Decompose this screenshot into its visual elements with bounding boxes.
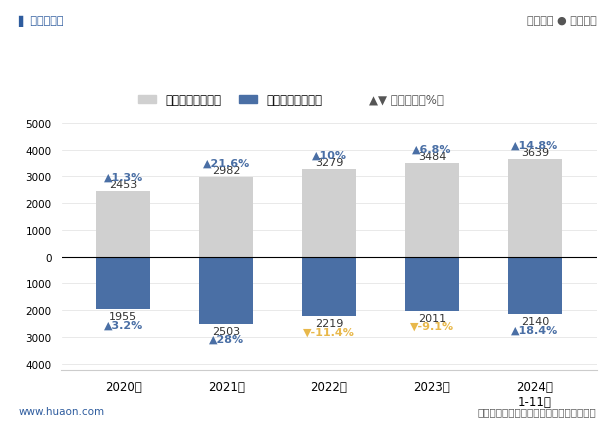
Text: ▲14.8%: ▲14.8% [511, 141, 558, 150]
Text: 1955: 1955 [109, 311, 137, 322]
Text: 数据来源：中国海关，华经产业研究院整理: 数据来源：中国海关，华经产业研究院整理 [478, 406, 597, 416]
Bar [508, 160, 562, 257]
Text: 2453: 2453 [109, 179, 137, 190]
Bar [508, 257, 562, 314]
Bar [405, 164, 459, 257]
Text: 2982: 2982 [212, 165, 240, 176]
Bar [199, 178, 253, 257]
Bar [96, 257, 150, 309]
Text: ▲1.3%: ▲1.3% [103, 172, 143, 182]
Bar [302, 170, 356, 257]
Text: ▲6.8%: ▲6.8% [412, 145, 451, 155]
Text: ▼-9.1%: ▼-9.1% [410, 321, 454, 331]
Text: 2503: 2503 [212, 326, 240, 336]
Text: www.huaon.com: www.huaon.com [18, 406, 105, 416]
Bar [199, 257, 253, 324]
Text: 2140: 2140 [521, 317, 549, 326]
Text: ▲▼ 同比增长（%）: ▲▼ 同比增长（%） [370, 94, 445, 106]
Text: 2020-2024年11月深圳市商品收发货人所在地进、出口额: 2020-2024年11月深圳市商品收发货人所在地进、出口额 [139, 55, 476, 73]
Bar [96, 192, 150, 257]
Legend: 出口额（亿美元）, 进口额（亿美元）: 出口额（亿美元）, 进口额（亿美元） [133, 89, 327, 111]
Text: ▌ 华经情报网: ▌ 华经情报网 [18, 16, 64, 27]
Text: ▼-11.4%: ▼-11.4% [303, 326, 355, 337]
Text: 3484: 3484 [418, 152, 446, 162]
Text: 2011: 2011 [418, 313, 446, 323]
Text: ▲10%: ▲10% [312, 150, 346, 160]
Text: ▲18.4%: ▲18.4% [511, 325, 558, 334]
Text: 3279: 3279 [315, 157, 343, 167]
Text: ▲3.2%: ▲3.2% [103, 320, 143, 329]
Text: ▲28%: ▲28% [208, 334, 244, 344]
Bar [405, 257, 459, 311]
Text: 3639: 3639 [521, 148, 549, 158]
Text: 专业严谨 ● 客观科学: 专业严谨 ● 客观科学 [527, 16, 597, 26]
Text: 2219: 2219 [315, 319, 343, 328]
Bar [302, 257, 356, 317]
Text: ▲21.6%: ▲21.6% [202, 158, 250, 168]
